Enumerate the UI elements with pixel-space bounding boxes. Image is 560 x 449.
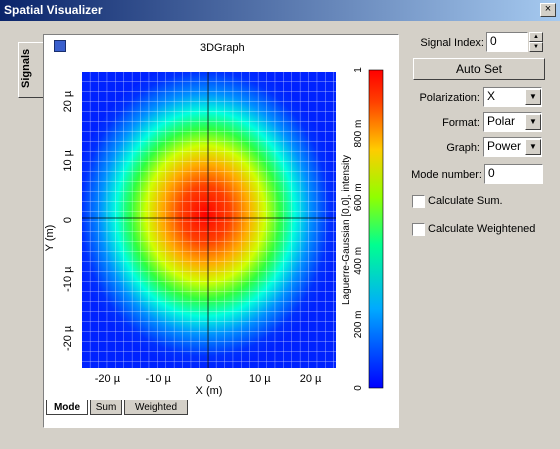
colorbar [368, 69, 384, 389]
mode-number-input[interactable]: 0 [484, 164, 543, 184]
calculate-sum-label: Calculate Sum. [428, 195, 503, 207]
graph-title: 3DGraph [200, 42, 245, 54]
x-tick-label: -20 µ [95, 373, 121, 385]
colorbar-tick-label: 600 m [353, 183, 364, 211]
x-tick-label: 10 µ [249, 373, 271, 385]
format-dropdown-icon[interactable]: ▼ [525, 114, 541, 130]
y-tick-label: 0 [62, 217, 74, 223]
format-label: Format: [442, 117, 480, 129]
y-axis-label: Y (m) [44, 225, 56, 252]
signal-index-label: Signal Index: [420, 37, 484, 49]
signal-index-down-button[interactable]: ▼ [529, 42, 543, 52]
calculate-weighted-label: Calculate Weightened [428, 223, 536, 235]
mode-number-label: Mode number: [411, 169, 482, 181]
tab-weighted[interactable]: Weighted [124, 400, 188, 415]
graph-icon[interactable] [54, 40, 66, 52]
y-tick-label: 10 µ [62, 149, 74, 171]
y-tick-label: 20 µ [62, 90, 74, 112]
graph-dropdown-icon[interactable]: ▼ [525, 139, 541, 155]
tab-sum[interactable]: Sum [90, 400, 122, 415]
colorbar-tick-label: 0 [353, 385, 364, 391]
calculate-sum-checkbox[interactable] [412, 195, 425, 208]
tab-signals[interactable] [18, 42, 44, 98]
signal-index-up-button[interactable]: ▲ [529, 32, 543, 42]
y-ticks: 20 µ 10 µ 0 -10 µ -20 µ [62, 90, 74, 351]
x-ticks: -20 µ -10 µ 0 10 µ 20 µ [95, 373, 322, 385]
polarization-label: Polarization: [419, 92, 480, 104]
colorbar-tick-label: 800 m [353, 120, 364, 148]
graph-label: Graph: [446, 142, 480, 154]
close-button[interactable]: × [540, 3, 556, 17]
x-tick-label: 20 µ [300, 373, 322, 385]
auto-set-button[interactable]: Auto Set [413, 58, 545, 80]
tab-mode[interactable]: Mode [46, 400, 88, 415]
colorbar-ticks: 0 200 m 400 m 600 m 800 m 1 [353, 67, 364, 391]
heatmap-chart: -20 µ -10 µ 0 10 µ 20 µ 20 µ10 µ0-10 µ-20 µ … [44, 67, 384, 397]
y-tick-label: -10 µ [62, 266, 74, 292]
colorbar-label: Laguerre-Gaussian [0,0], intensity [341, 155, 352, 305]
bottom-tabs: Mode Sum Weighted [44, 400, 398, 418]
signal-index-input[interactable]: 0 [486, 32, 528, 52]
y-tick-label: -20 µ [62, 325, 74, 351]
x-tick-label: -10 µ [146, 373, 172, 385]
heatmap-grid [82, 72, 336, 368]
polarization-dropdown-icon[interactable]: ▼ [525, 89, 541, 105]
window-title: Spatial Visualizer [4, 3, 103, 17]
colorbar-tick-label: 1 [353, 67, 364, 73]
title-bar [0, 0, 560, 21]
x-axis-label: X (m) [196, 385, 223, 397]
colorbar-tick-label: 400 m [353, 247, 364, 275]
tab-signals-label: Signals [20, 48, 32, 88]
calculate-weighted-checkbox[interactable] [412, 223, 425, 236]
colorbar-tick-label: 200 m [353, 311, 364, 339]
x-tick-label: 0 [206, 373, 212, 385]
